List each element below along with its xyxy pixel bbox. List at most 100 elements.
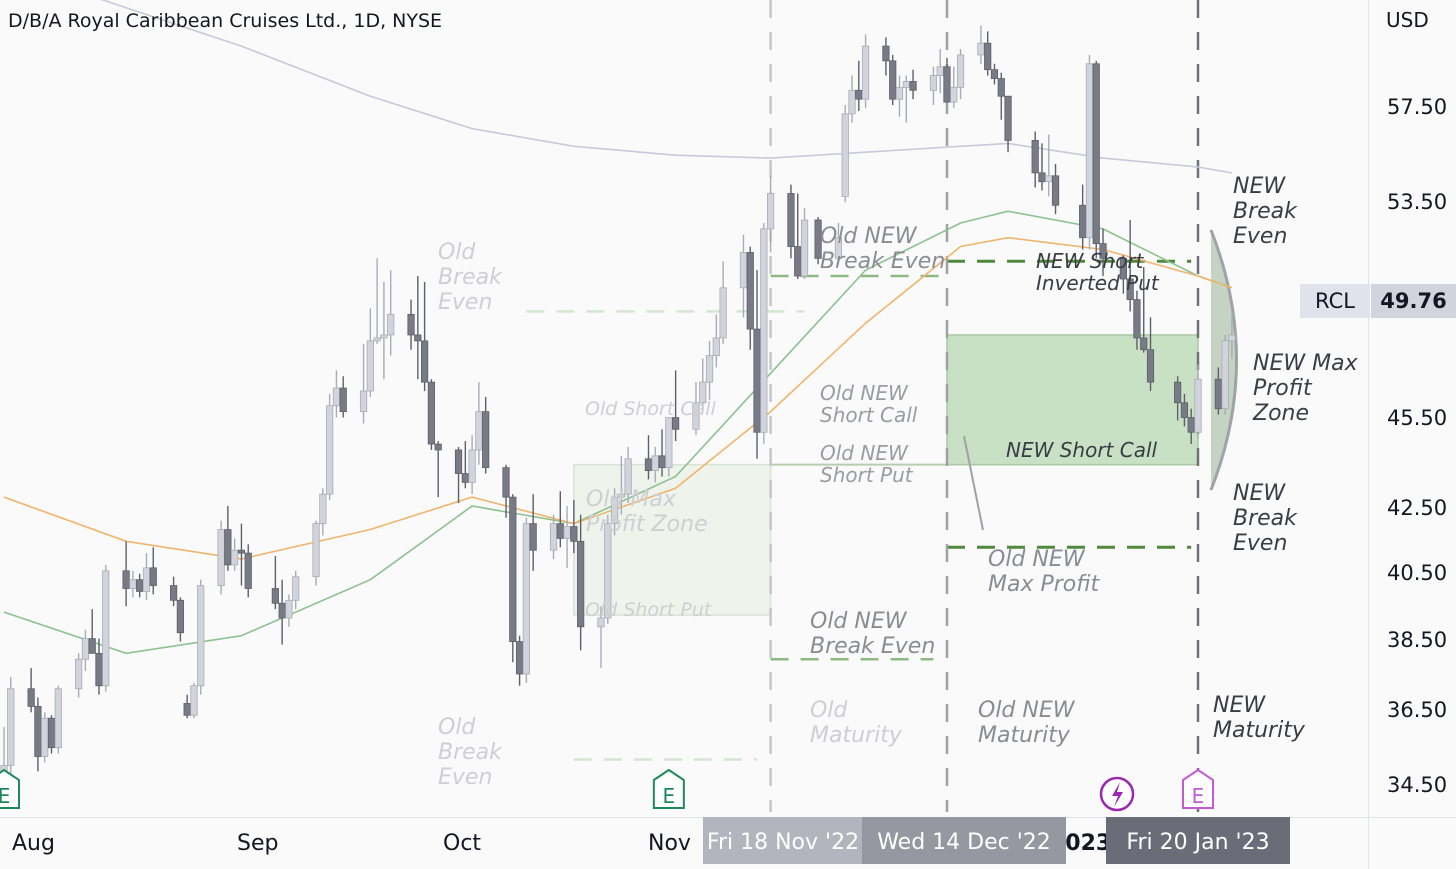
- candle-body: [475, 411, 483, 451]
- lightning-icon: [1112, 782, 1124, 807]
- candle-body: [570, 526, 578, 542]
- x-tick: Sep: [237, 831, 279, 856]
- candle-body: [88, 638, 96, 654]
- candle-body: [902, 81, 910, 88]
- candle-body: [1051, 175, 1060, 206]
- candle-body: [95, 652, 103, 687]
- candle-body: [1085, 63, 1094, 239]
- candle-body: [285, 599, 293, 619]
- candle-body: [414, 334, 422, 342]
- candle-body: [1079, 204, 1087, 239]
- candle-body: [468, 449, 476, 483]
- candle-body: [746, 252, 754, 330]
- candle-body: [841, 113, 849, 197]
- candle-body: [197, 585, 205, 687]
- x-tick: Nov: [648, 831, 691, 856]
- candle-body: [502, 467, 510, 498]
- candle-body: [814, 219, 822, 259]
- annotation-old-new-short-call: Old NEW Short Call: [820, 381, 918, 427]
- annotation-old-break-even-lower: Old Break Even: [438, 715, 502, 790]
- candle-body: [461, 473, 469, 483]
- candle-body: [149, 567, 157, 586]
- candle-body: [705, 355, 714, 383]
- candle-body: [1092, 63, 1100, 245]
- candle-body: [1045, 175, 1053, 183]
- candle-body: [183, 703, 191, 716]
- candle-body: [407, 313, 415, 336]
- candle-body: [190, 685, 198, 716]
- candle-body: [217, 529, 225, 586]
- earnings-icon-label: E: [1192, 784, 1205, 808]
- y-tick: 42.50: [1387, 496, 1448, 520]
- earnings-icon-label: E: [0, 784, 10, 808]
- y-tick: 40.50: [1387, 561, 1448, 585]
- candle-body: [719, 287, 727, 339]
- candle-body: [237, 549, 246, 554]
- candle-body: [861, 45, 870, 100]
- candle-body: [278, 602, 286, 619]
- candle-body: [1174, 381, 1182, 404]
- candle-body: [651, 455, 659, 471]
- candle-body: [34, 706, 42, 757]
- candle-body: [1031, 140, 1039, 174]
- candle-body: [760, 228, 768, 433]
- candle-body: [54, 688, 62, 749]
- candle-body: [848, 89, 856, 115]
- annotation-old-short-call: Old Short Call: [585, 398, 716, 420]
- candle-body: [692, 402, 700, 430]
- candle-body: [882, 45, 890, 62]
- candle-body: [787, 193, 795, 247]
- candle-body: [292, 576, 300, 601]
- candle-body: [943, 66, 951, 103]
- date-marker-old-new-maturity: Wed 14 Dec '22: [862, 817, 1066, 864]
- candle-body: [1004, 95, 1012, 141]
- y-tick: 45.50: [1387, 406, 1448, 430]
- candle-body: [129, 579, 137, 589]
- earnings-icon: [1182, 768, 1214, 809]
- annotation-old-short-put: Old Short Put: [585, 599, 712, 621]
- candle-body: [380, 334, 388, 339]
- annotation-new-break-even-upper: NEW Break Even: [1233, 174, 1297, 249]
- date-marker-new-maturity: Fri 20 Jan '23: [1106, 817, 1290, 864]
- annotation-old-break-even-upper: Old Break Even: [438, 240, 502, 315]
- earnings-icon-label: E: [663, 784, 676, 808]
- candle-body: [421, 340, 429, 383]
- candle-body: [950, 86, 958, 103]
- candle-body: [1180, 402, 1189, 418]
- candle-body: [434, 443, 442, 451]
- candle-body: [1194, 378, 1202, 433]
- candle-body: [102, 570, 110, 687]
- annotation-new-break-even-lower: NEW Break Even: [1233, 481, 1297, 556]
- candle-body: [454, 449, 463, 474]
- candle-body: [7, 688, 15, 766]
- candle-body: [515, 641, 524, 675]
- candle-body: [1221, 340, 1229, 410]
- moving-average-mid: [3, 236, 1233, 560]
- candle-body: [81, 638, 90, 660]
- annotation-new-short-inverted-put: NEW Short Inverted Put: [1036, 249, 1159, 295]
- candle-body: [563, 526, 571, 539]
- y-tick: 36.50: [1387, 698, 1448, 722]
- candle-body: [176, 599, 184, 634]
- y-tick: 38.50: [1387, 628, 1448, 652]
- candle-body: [1228, 334, 1236, 342]
- candle-body: [597, 617, 605, 628]
- candle-body: [990, 69, 999, 79]
- candle-body: [27, 688, 35, 707]
- candle-body: [224, 529, 232, 566]
- candle-body: [1214, 378, 1222, 410]
- candle-body: [359, 390, 368, 413]
- x-tick: Aug: [12, 831, 55, 856]
- candle-body: [604, 523, 612, 619]
- candle-body: [1187, 417, 1195, 433]
- annotation-old-new-max-profit: Old NEW Max Profit: [988, 547, 1100, 597]
- candle-body: [549, 523, 558, 551]
- candle-body: [244, 552, 252, 589]
- candle-body: [997, 78, 1005, 97]
- candle-body: [767, 193, 775, 230]
- candle-body: [332, 387, 341, 407]
- annotation-old-maturity: Old Maturity: [810, 698, 902, 748]
- candle-body: [1126, 278, 1134, 301]
